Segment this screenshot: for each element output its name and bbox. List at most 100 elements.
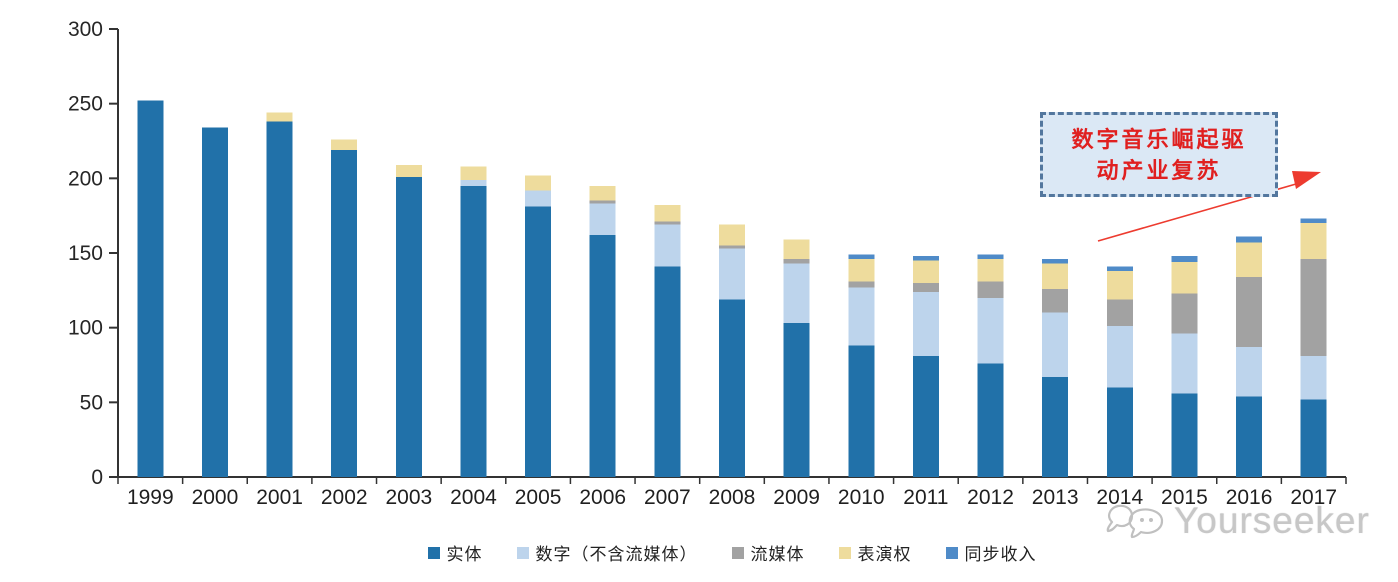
bar-segment	[1106, 299, 1133, 327]
bar-segment	[331, 149, 358, 477]
bar-segment	[525, 175, 552, 191]
bar-segment	[1042, 263, 1069, 289]
bar-segment	[1106, 387, 1133, 477]
bar-segment	[977, 258, 1004, 282]
bar-segment	[977, 281, 1004, 298]
x-tick-label: 2017	[1290, 486, 1337, 509]
y-tick-label: 200	[68, 167, 103, 190]
legend-item: 表演权	[838, 540, 912, 565]
bar-segment	[848, 258, 875, 282]
bar-segment	[1300, 356, 1327, 400]
bar-segment	[331, 139, 358, 150]
x-tick-label: 2006	[579, 486, 626, 509]
bar-segment	[395, 164, 422, 177]
bar-segment	[1042, 288, 1069, 313]
bar-segment	[525, 206, 552, 477]
x-tick-label: 2008	[709, 486, 756, 509]
bar-segment	[460, 179, 487, 186]
x-tick-label: 2014	[1096, 486, 1143, 509]
bar-segment	[912, 260, 939, 283]
y-tick-label: 0	[91, 466, 103, 489]
bar-segment	[137, 100, 164, 478]
legend-swatch	[945, 546, 958, 559]
x-tick-label: 2016	[1226, 486, 1273, 509]
legend-label: 实体	[446, 545, 483, 564]
y-tick-label: 50	[80, 391, 103, 414]
bar-segment	[719, 299, 745, 477]
bar-segment	[1106, 266, 1133, 271]
bar-segment	[1300, 223, 1327, 259]
bar-segment	[589, 203, 616, 236]
bar-segment	[1171, 255, 1198, 262]
bar-segment	[1171, 333, 1198, 394]
x-tick-label: 2010	[838, 486, 885, 509]
legend-label: 表演权	[857, 545, 912, 564]
legend-swatch	[731, 546, 744, 559]
bar-segment	[654, 224, 681, 267]
x-tick-label: 2000	[192, 486, 239, 509]
x-tick-label: 2015	[1161, 486, 1208, 509]
bar-segment	[783, 323, 810, 477]
bar-segment	[783, 263, 810, 324]
bar-segment	[1236, 276, 1263, 348]
legend-label: 同步收入	[964, 545, 1037, 564]
bar-segment	[912, 282, 939, 292]
bar-segment	[977, 254, 1004, 259]
bar-segment	[654, 205, 681, 222]
x-tick-label: 2002	[321, 486, 368, 509]
bar-segment	[719, 248, 745, 300]
legend-label: 流媒体	[750, 545, 805, 564]
x-tick-label: 2013	[1032, 486, 1079, 509]
bar-segment	[1171, 393, 1198, 477]
bar-segment	[1236, 347, 1263, 397]
bar-segment	[266, 121, 293, 477]
bar-segment	[1171, 261, 1198, 294]
bar-segment	[460, 166, 487, 180]
bar-segment	[719, 224, 745, 246]
y-tick-label: 300	[68, 18, 103, 41]
annotation-callout: 数字音乐崛起驱 动产业复苏	[1040, 112, 1278, 197]
bar-segment	[266, 112, 293, 122]
bar-segment	[912, 291, 939, 357]
bar-segment	[1171, 293, 1198, 334]
bar-segment	[848, 254, 875, 259]
bar-segment	[1042, 312, 1069, 377]
bar-segment	[783, 258, 810, 264]
bar-segment	[977, 297, 1004, 364]
x-tick-label: 2007	[644, 486, 691, 509]
legend-swatch	[516, 546, 529, 559]
x-tick-label: 2012	[967, 486, 1014, 509]
bar-segment	[1236, 396, 1263, 477]
bar-segment	[1236, 236, 1263, 243]
bar-segment	[1042, 258, 1069, 264]
bar-segment	[783, 239, 810, 259]
bar-segment	[1300, 218, 1327, 224]
y-tick-label: 100	[68, 317, 103, 340]
bar-segment	[589, 200, 616, 204]
bar-segment	[848, 281, 875, 288]
annotation-text-line1: 数字音乐崛起驱	[1071, 126, 1247, 152]
bar-segment	[589, 235, 616, 477]
bar-segment	[1300, 399, 1327, 477]
legend-item: 实体	[427, 540, 483, 565]
y-tick-label: 150	[68, 242, 103, 265]
bar-segment	[460, 185, 487, 478]
bar-segment	[589, 185, 616, 201]
legend-swatch	[427, 546, 440, 559]
bar-segment	[395, 176, 422, 477]
bar-segment	[1300, 258, 1327, 357]
bar-segment	[1106, 326, 1133, 388]
legend-item: 同步收入	[945, 540, 1037, 565]
x-tick-label: 2001	[256, 486, 303, 509]
legend-item: 数字（不含流媒体）	[516, 540, 698, 565]
y-tick-label: 250	[68, 93, 103, 116]
bar-segment	[654, 266, 681, 477]
bar-segment	[201, 127, 228, 477]
bar-segment	[1236, 242, 1263, 277]
legend-swatch	[838, 546, 851, 559]
x-tick-label: 2005	[515, 486, 562, 509]
legend: 实体 数字（不含流媒体） 流媒体 表演权 同步收入	[118, 540, 1346, 565]
x-tick-label: 2011	[903, 486, 948, 509]
